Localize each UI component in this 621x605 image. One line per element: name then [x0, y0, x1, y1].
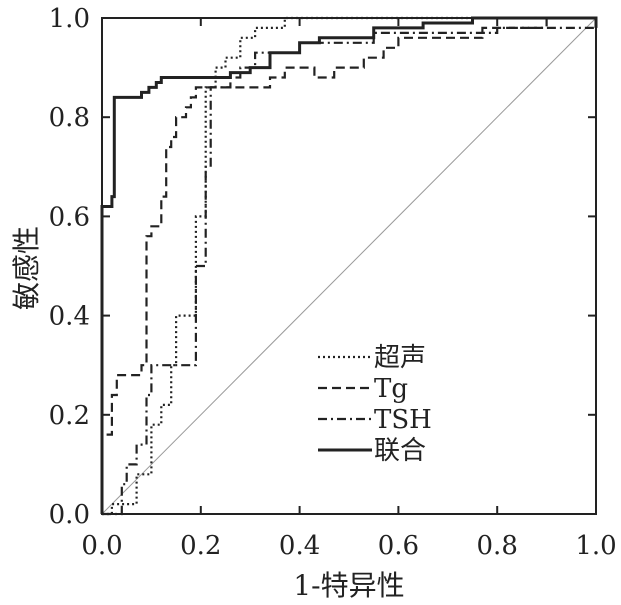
tick-layer: 0.0 0.2 0.4 0.6 0.8 1.0 0.0 0.2 0.4 0.6 0.8 1.0 [49, 4, 617, 561]
y-tick-label: 0.4 [49, 302, 90, 332]
x-tick-label: 0.6 [378, 531, 419, 561]
x-tick-label: 0.2 [180, 531, 221, 561]
legend-label-1: 超声 [374, 343, 426, 373]
series-line-4 [100, 16, 598, 514]
x-tick-label: 0.8 [477, 531, 518, 561]
y-tick-label: 0.8 [49, 103, 90, 133]
x-tick-label: 1.0 [575, 531, 616, 561]
y-tick-label: 1.0 [49, 4, 90, 34]
reference-layer [101, 17, 597, 515]
series-layer [100, 16, 598, 516]
series-line-2 [100, 16, 596, 514]
reference-diagonal-line [101, 17, 597, 515]
x-tick-label: 0.0 [81, 531, 122, 561]
y-tick-label: 0.6 [49, 202, 90, 232]
legend-label-3: TSH [374, 405, 432, 435]
y-axis-title: 敏感性 [10, 226, 43, 310]
x-axis-title: 1-特异性 [293, 569, 404, 602]
legend-label-2: Tg [374, 374, 408, 404]
series-line-3 [102, 26, 596, 516]
y-tick-label: 0.2 [49, 401, 90, 431]
y-tick-label: 0.0 [49, 500, 90, 530]
x-tick-label: 0.4 [279, 531, 320, 561]
legend-label-4: 联合 [374, 436, 426, 466]
series-line-1 [102, 16, 596, 516]
